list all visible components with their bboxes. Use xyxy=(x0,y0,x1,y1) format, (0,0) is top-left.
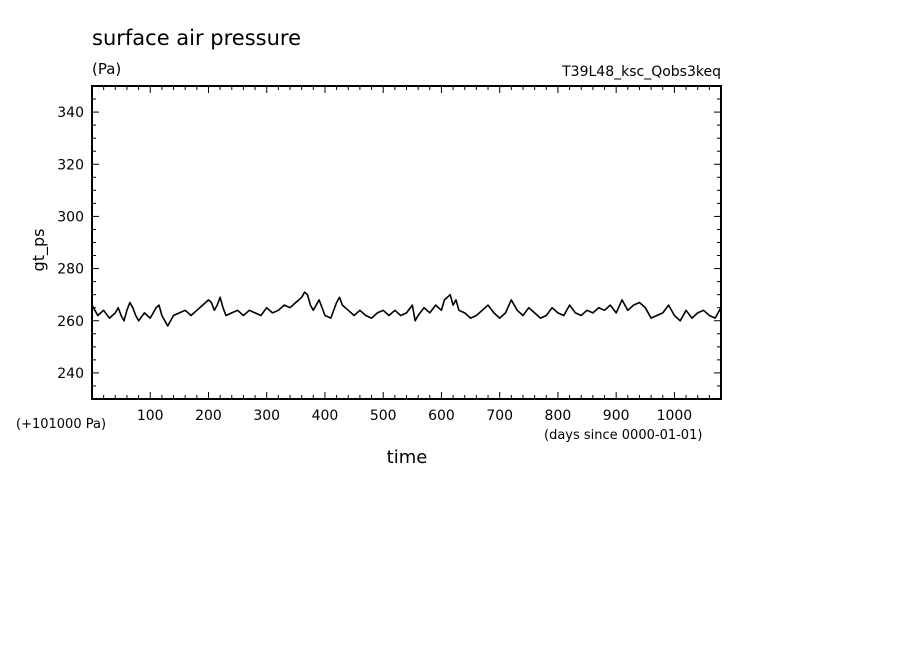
y-offset-label: (+101000 Pa) xyxy=(16,417,106,432)
y-axis-label: gt_ps xyxy=(29,229,49,272)
x-tick-label: 700 xyxy=(486,408,513,424)
x-axis-units: (days since 0000-01-01) xyxy=(544,428,702,443)
y-tick-label: 240 xyxy=(57,366,84,382)
run-label: T39L48_ksc_Qobs3keq xyxy=(561,64,721,80)
x-axis-ticks: 100 200 300 400 500 600 700 800 900 1000 xyxy=(103,86,710,424)
y-tick-label: 280 xyxy=(57,262,84,278)
chart-units: (Pa) xyxy=(92,60,121,78)
y-axis-ticks: 240 260 280 300 320 340 xyxy=(57,98,721,387)
x-tick-label: 500 xyxy=(370,408,397,424)
plot-frame xyxy=(91,85,722,400)
chart-title: surface air pressure xyxy=(92,26,301,50)
x-tick-label: 800 xyxy=(545,408,572,424)
y-tick-label: 340 xyxy=(57,105,84,121)
x-tick-label: 1000 xyxy=(657,408,693,424)
x-tick-label: 100 xyxy=(137,408,164,424)
y-tick-label: 300 xyxy=(57,209,84,225)
series-line xyxy=(91,291,722,327)
x-tick-label: 600 xyxy=(428,408,455,424)
x-tick-label: 900 xyxy=(603,408,630,424)
x-tick-label: 300 xyxy=(253,408,280,424)
x-axis-label: time xyxy=(387,447,428,468)
y-tick-label: 320 xyxy=(57,157,84,173)
x-tick-label: 200 xyxy=(195,408,222,424)
x-tick-label: 400 xyxy=(312,408,339,424)
y-tick-label: 260 xyxy=(57,314,84,330)
